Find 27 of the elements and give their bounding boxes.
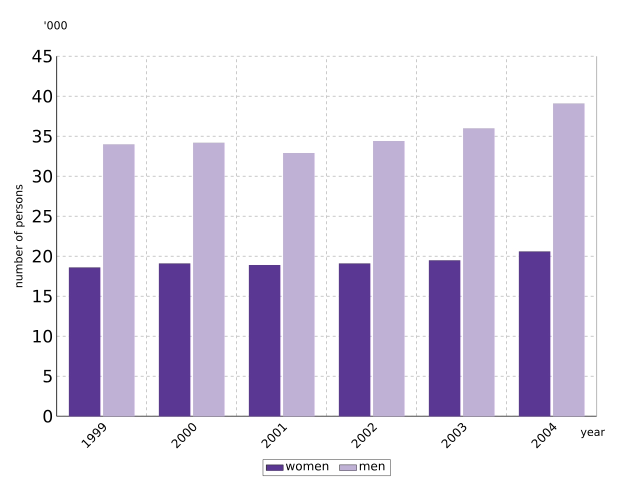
- legend-label: men: [360, 464, 384, 470]
- y-tick-label: 20: [32, 250, 52, 263]
- bar: [518, 251, 550, 416]
- y-tick-label: 40: [32, 90, 52, 103]
- y-tick-label: 35: [32, 130, 52, 143]
- x-axis-title: year: [580, 430, 605, 438]
- bar: [68, 267, 100, 416]
- y-tick-label: 0: [43, 410, 52, 423]
- bar: [248, 264, 280, 416]
- y-tick-label: 5: [44, 370, 52, 382]
- y-tick-label: 15: [33, 290, 52, 302]
- text: '000: [44, 21, 67, 30]
- y-tick-label: 30: [32, 170, 52, 183]
- bar: [193, 142, 225, 416]
- y-tick-label: 45: [32, 50, 52, 63]
- bar: [338, 263, 370, 416]
- legend-label: women: [286, 464, 328, 470]
- y-tick-label: 25: [32, 210, 52, 223]
- bar: [373, 140, 405, 416]
- y-axis-title: number of persons: [14, 184, 25, 288]
- bar: [158, 263, 190, 416]
- bar: [463, 128, 495, 416]
- bar: [553, 103, 585, 416]
- bar: [283, 152, 315, 416]
- y-tick-label: 10: [33, 330, 52, 343]
- bar: [103, 144, 135, 416]
- bar: [428, 260, 460, 416]
